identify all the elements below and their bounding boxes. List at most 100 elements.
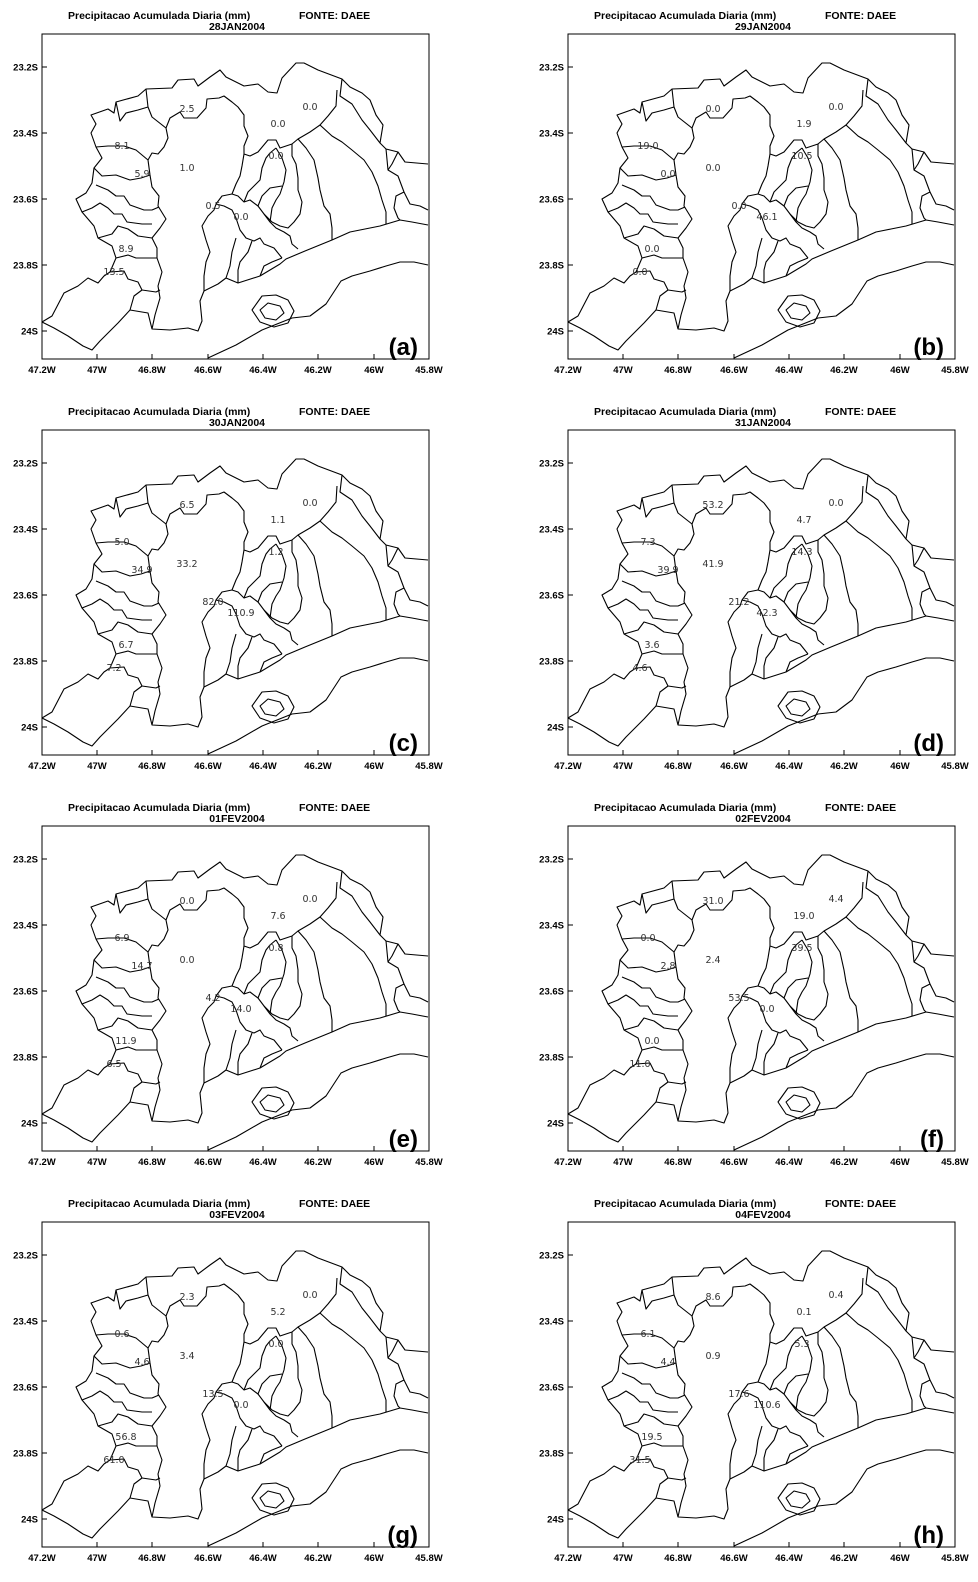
- municipality-border: [201, 995, 283, 1083]
- station-value: 13.5: [202, 1389, 223, 1400]
- municipality-border: [789, 540, 829, 625]
- municipality-border: [621, 541, 675, 557]
- municipality-border: [93, 959, 151, 973]
- municipality-border: [215, 985, 299, 1042]
- municipality-border: [769, 543, 803, 599]
- municipality-border: [115, 1289, 149, 1310]
- station-value: 0.4: [828, 1290, 843, 1301]
- x-tick-label: 46.8W: [138, 1553, 165, 1564]
- municipality-border: [259, 1094, 285, 1113]
- municipality-border: [641, 101, 675, 122]
- y-tick-label: 23.2S: [539, 1251, 564, 1262]
- station-value: 2.5: [179, 104, 194, 115]
- municipality-border: [911, 148, 955, 211]
- station-value: 39.5: [791, 943, 812, 954]
- municipality-border: [237, 1428, 253, 1471]
- municipality-border: [41, 615, 429, 747]
- municipality-border: [783, 185, 809, 207]
- x-axis: 47.2W 47W 46.8W 46.6W 46.4W 46.2W 46W 45.8W: [28, 750, 443, 772]
- map-frame: [41, 33, 430, 360]
- municipality-border: [785, 698, 811, 717]
- map-source: FONTE: DAEE: [299, 1198, 370, 1210]
- municipality-border: [115, 254, 157, 259]
- municipality-border: [641, 1442, 683, 1447]
- municipality-border: [919, 587, 931, 617]
- municipality-border: [919, 1379, 931, 1409]
- municipality-border: [795, 543, 813, 619]
- y-tick-label: 23.8S: [539, 657, 564, 668]
- municipal-boundaries: [41, 1250, 429, 1547]
- map-frame: [567, 1221, 956, 1548]
- municipality-border: [109, 270, 161, 293]
- station-value: 0.9: [705, 1351, 720, 1362]
- map-frame: [567, 429, 956, 756]
- municipality-border: [115, 101, 149, 122]
- station-value: 19.5: [641, 1432, 662, 1443]
- map-source: FONTE: DAEE: [299, 406, 370, 418]
- municipality-border: [845, 124, 913, 224]
- municipality-border: [147, 485, 338, 726]
- municipality-border: [671, 880, 693, 921]
- municipality-border: [115, 497, 149, 518]
- station-value: 5.3: [794, 1339, 809, 1350]
- x-axis: 47.2W 47W 46.8W 46.6W 46.4W 46.2W 46W 45.8W: [554, 1542, 969, 1564]
- x-tick-label: 46.4W: [249, 1553, 276, 1564]
- municipality-border: [259, 698, 285, 717]
- municipality-border: [673, 881, 864, 1122]
- municipality-border: [95, 937, 149, 953]
- municipality-border: [777, 690, 821, 724]
- station-value: 7.2: [106, 663, 121, 674]
- map-panel-a: Precipitacao Acumulada Diaria (mm) FONTE…: [0, 0, 489, 394]
- x-axis: 47.2W 47W 46.8W 46.6W 46.4W 46.2W 46W 45.8W: [554, 750, 969, 772]
- municipality-border: [393, 983, 405, 1013]
- station-value: 1.9: [796, 119, 811, 130]
- municipality-border: [97, 225, 153, 239]
- station-value: 42.3: [756, 608, 777, 619]
- map-date: 02FEV2004: [735, 813, 791, 825]
- x-tick-label: 47.2W: [28, 1553, 55, 1564]
- x-tick-label: 46.2W: [304, 365, 331, 376]
- x-tick-label: 46.2W: [830, 1157, 857, 1168]
- x-tick-label: 46.4W: [775, 1157, 802, 1168]
- station-value: 8.1: [114, 141, 129, 152]
- municipality-border: [567, 615, 955, 747]
- station-value: 19.0: [793, 911, 814, 922]
- municipality-border: [263, 144, 303, 229]
- x-tick-label: 46.8W: [138, 365, 165, 376]
- y-tick-label: 24S: [21, 723, 38, 734]
- x-tick-label: 46W: [364, 1553, 384, 1564]
- municipality-border: [297, 534, 333, 636]
- municipality-border: [319, 124, 387, 224]
- municipality-border: [385, 544, 429, 607]
- municipality-border: [919, 983, 931, 1013]
- x-tick-label: 45.8W: [941, 1553, 968, 1564]
- y-tick-label: 23.4S: [539, 129, 564, 140]
- map-source: FONTE: DAEE: [299, 10, 370, 22]
- municipality-border: [673, 485, 864, 726]
- municipality-border: [671, 1276, 693, 1317]
- y-tick-label: 23.8S: [13, 1449, 38, 1460]
- station-value: 19.0: [637, 141, 658, 152]
- x-tick-label: 46.6W: [194, 1553, 221, 1564]
- municipality-border: [147, 881, 338, 1122]
- panel-letter: (e): [389, 1126, 418, 1153]
- municipal-boundaries: [41, 62, 429, 359]
- station-value: 1.0: [179, 163, 194, 174]
- map-panel-f: Precipitacao Acumulada Diaria (mm) FONTE…: [526, 792, 978, 1186]
- panel-letter: (d): [913, 730, 944, 757]
- municipality-border: [795, 147, 813, 223]
- municipality-border: [795, 1335, 813, 1411]
- municipality-border: [567, 1407, 955, 1539]
- municipality-border: [741, 1381, 825, 1438]
- municipality-border: [385, 1336, 429, 1399]
- municipality-border: [655, 685, 669, 707]
- municipality-border: [269, 939, 287, 1015]
- y-tick-label: 23.8S: [13, 1053, 38, 1064]
- municipality-border: [865, 870, 907, 936]
- station-value: 4.6: [134, 1357, 149, 1368]
- municipality-border: [607, 1390, 678, 1413]
- x-tick-label: 46.2W: [304, 1553, 331, 1564]
- municipality-border: [81, 202, 152, 225]
- municipality-border: [201, 203, 283, 291]
- municipality-border: [727, 599, 809, 687]
